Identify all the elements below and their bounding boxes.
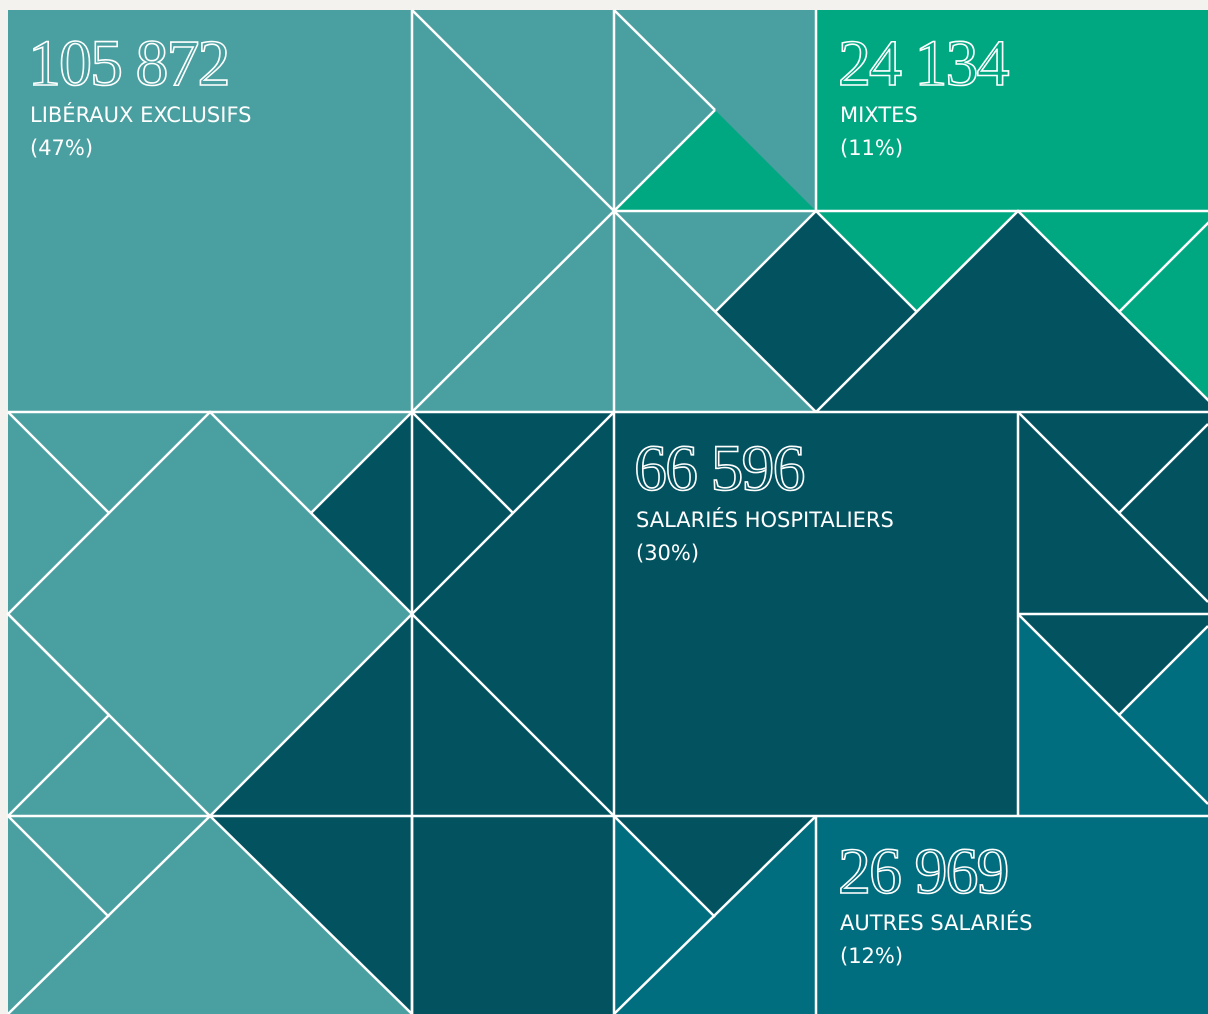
figure-share: (12%) <box>840 944 903 968</box>
figure-share: (30%) <box>636 541 699 565</box>
pattern <box>6 9 1208 1014</box>
figure-share: (47%) <box>30 136 93 160</box>
figure-label: AUTRES SALARIÉS <box>840 910 1032 935</box>
figure-label: SALARIÉS HOSPITALIERS <box>636 507 894 532</box>
figure-value: 105 872 <box>28 27 229 100</box>
figure-share: (11%) <box>840 136 903 160</box>
figure-label: MIXTES <box>840 103 918 127</box>
figure-value: 66 596 <box>634 432 805 505</box>
figure-value: 26 969 <box>838 835 1008 908</box>
figure-label: LIBÉRAUX EXCLUSIFS <box>30 102 251 127</box>
figure-value: 24 134 <box>838 27 1009 100</box>
